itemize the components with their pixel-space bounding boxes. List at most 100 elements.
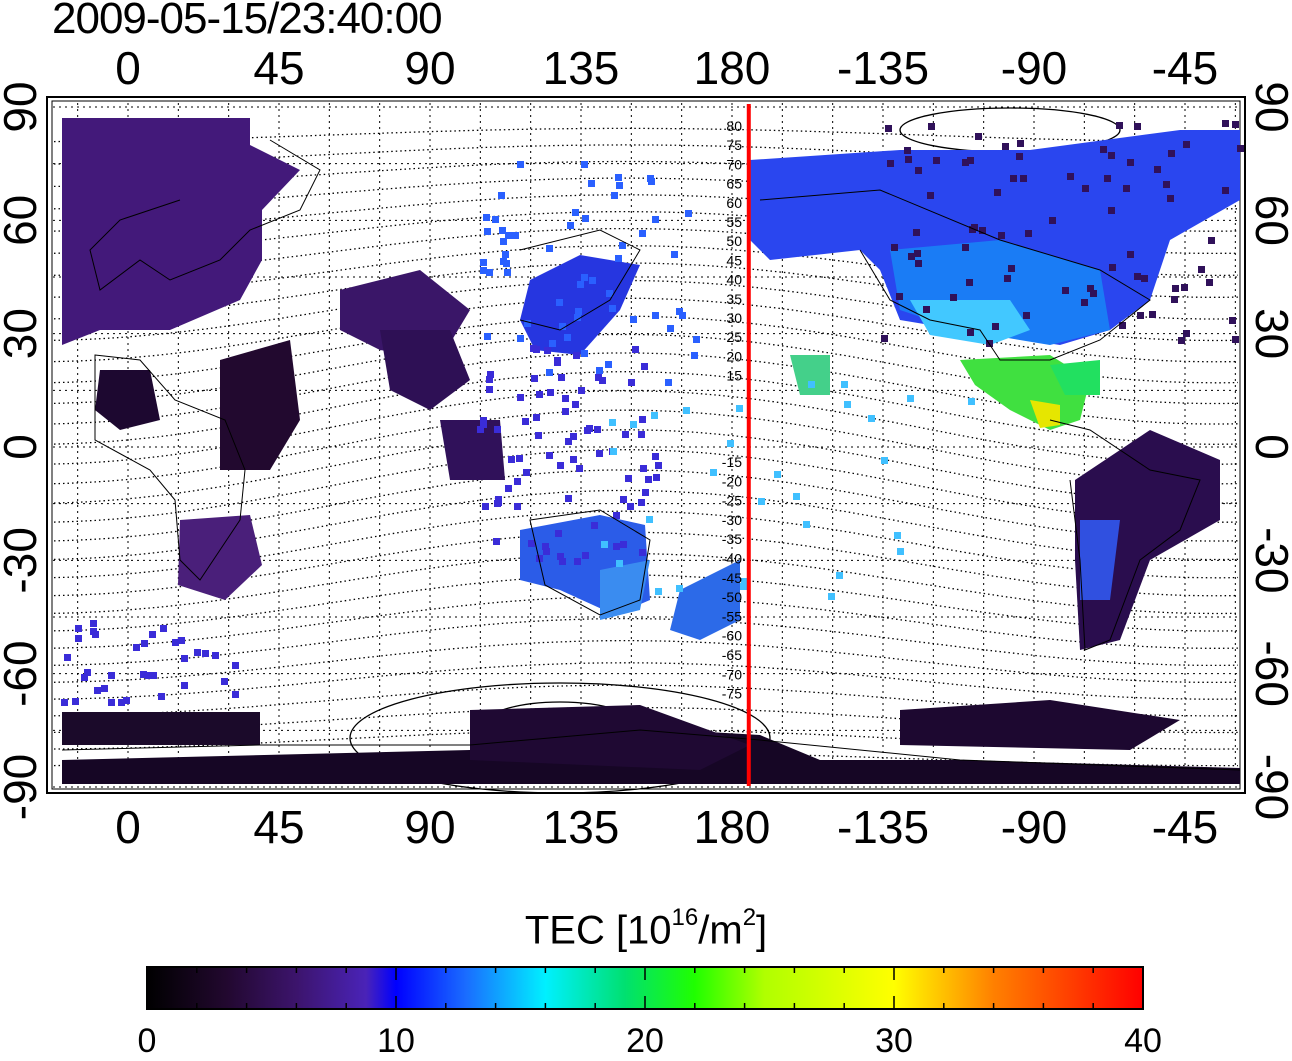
tec-sample: [72, 698, 79, 705]
contour-label: 55: [726, 214, 742, 230]
coastline: [89, 139, 321, 291]
tec-sample: [1237, 145, 1244, 152]
contour-label: 50: [726, 233, 742, 249]
contour-label: -50: [722, 589, 742, 605]
bottom-longitude-labels: 0 45 90 135 180 -135 -90 -45: [115, 801, 1218, 853]
coastline: [759, 189, 1151, 361]
contour-label: -25: [722, 493, 742, 509]
contour-label: 40: [726, 272, 742, 288]
tec-sample: [1134, 273, 1141, 280]
tec-sample: [632, 346, 639, 353]
tec-sample: [651, 412, 658, 419]
tec-sample: [933, 157, 940, 164]
tec-sample: [522, 418, 529, 425]
tec-sample: [498, 192, 505, 199]
tec-sample: [616, 560, 623, 567]
tec-sample: [574, 314, 581, 321]
tec-sample: [1119, 322, 1126, 329]
tec-sample: [504, 269, 511, 276]
tec-sample: [543, 548, 550, 555]
tec-sample: [758, 498, 765, 505]
contour-label: -40: [722, 551, 742, 567]
tec-sample: [232, 662, 239, 669]
tec-sample: [1172, 285, 1179, 292]
right-lat-label: 30: [1246, 308, 1292, 359]
tec-sample: [914, 250, 921, 257]
tec-sample: [565, 495, 572, 502]
tec-sample: [625, 475, 632, 482]
tec-sample: [1002, 143, 1009, 150]
contour-label: 65: [726, 176, 742, 192]
timestamp-title: 2009-05-15/23:40:00: [52, 0, 443, 43]
tec-sample: [994, 189, 1001, 196]
tec-sample: [596, 450, 603, 457]
tec-sample: [178, 637, 185, 644]
tec-sample: [736, 405, 743, 412]
tec-sample: [905, 156, 912, 163]
tec-sample: [556, 299, 563, 306]
tec-sample: [1183, 330, 1190, 337]
tec-sample: [562, 408, 569, 415]
tec-sample: [482, 503, 489, 510]
tec-sample: [1025, 230, 1032, 237]
contour-line: [53, 449, 1239, 523]
tec-sample: [907, 395, 914, 402]
right-lat-label: -60: [1246, 640, 1292, 706]
tec-sample: [145, 672, 152, 679]
tec-sample: [620, 496, 627, 503]
tec-sample: [896, 293, 903, 300]
tec-sample: [1168, 150, 1175, 157]
tec-sample: [232, 691, 239, 698]
tec-sample: [868, 415, 875, 422]
tec-sample: [181, 655, 188, 662]
tec-sample: [979, 227, 986, 234]
tec-sample: [517, 335, 524, 342]
tec-sample: [570, 433, 577, 440]
left-lat-label: 90: [0, 81, 46, 132]
tec-sample: [589, 277, 596, 284]
tec-sample: [1232, 336, 1239, 343]
contour-line: [53, 297, 1239, 363]
tec-sample: [613, 543, 620, 550]
contour-label: 75: [726, 137, 742, 153]
tec-sample: [691, 352, 698, 359]
left-lat-label: 0: [0, 434, 46, 460]
tec-sample: [546, 452, 553, 459]
tec-sample: [528, 540, 535, 547]
tec-sample: [655, 462, 662, 469]
tec-sample: [194, 649, 201, 656]
tec-sample: [559, 558, 566, 565]
top-lon-label: -90: [1001, 42, 1067, 94]
colorbar-tick-label: 0: [137, 1022, 157, 1060]
tec-sample: [84, 669, 91, 676]
tec-sample: [581, 274, 588, 281]
tec-sample: [1222, 187, 1229, 194]
right-lat-label: -30: [1246, 527, 1292, 593]
top-lon-label: -45: [1152, 42, 1218, 94]
tec-sample: [950, 294, 957, 301]
tec-sample: [1090, 290, 1097, 297]
contour-oval: [349, 682, 771, 794]
tec-sample: [685, 210, 692, 217]
tec-sample: [514, 503, 521, 510]
contour-label: 15: [726, 368, 742, 384]
contour-label: 80: [726, 118, 742, 134]
tec-sample: [557, 462, 564, 469]
tec-sample: [212, 652, 219, 659]
tec-sample: [576, 465, 583, 472]
tec-sample: [646, 516, 653, 523]
tec-sample: [61, 699, 68, 706]
tec-sample: [676, 308, 683, 315]
tec-region-new-zealand: [670, 560, 740, 640]
tec-sample: [710, 469, 717, 476]
tec-region-east-africa: [220, 340, 300, 470]
tec-sample: [1134, 123, 1141, 130]
contour-label: 35: [726, 291, 742, 307]
tec-sample: [118, 699, 125, 706]
tec-sample: [915, 167, 922, 174]
tec-sample: [887, 160, 894, 167]
top-lon-label: 135: [543, 42, 620, 94]
tec-region-indonesia: [440, 420, 505, 480]
tec-sample: [486, 386, 493, 393]
tec-sample: [655, 588, 662, 595]
